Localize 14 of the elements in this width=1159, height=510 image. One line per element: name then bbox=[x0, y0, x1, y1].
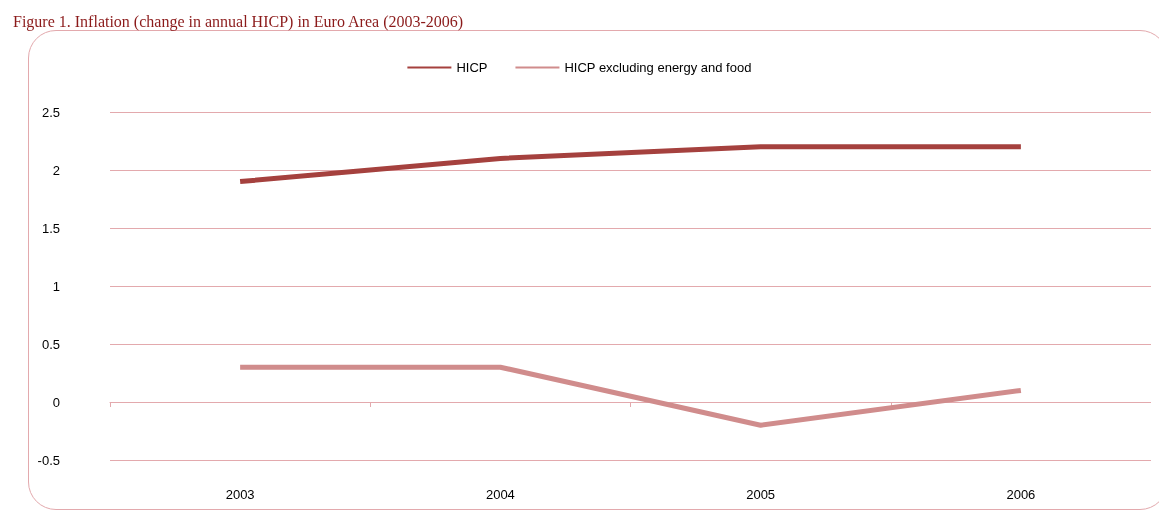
y-tick-label: 2 bbox=[52, 162, 60, 178]
y-tick-label: -0.5 bbox=[37, 452, 60, 468]
x-tick-label: 2003 bbox=[225, 487, 255, 502]
y-tick-label: 2.5 bbox=[41, 104, 60, 120]
chart-title: Figure 1. Inflation (change in annual HICP) in Euro Area (2003-2006) bbox=[13, 12, 464, 31]
legend-label: HICP bbox=[456, 60, 488, 75]
x-tick-label: 2005 bbox=[746, 487, 776, 502]
x-tick-label: 2006 bbox=[1006, 487, 1036, 502]
y-tick-label: 1 bbox=[52, 278, 60, 294]
y-tick-label: 1.5 bbox=[41, 220, 60, 236]
y-tick-label: 0 bbox=[52, 394, 60, 410]
x-tick-label: 2004 bbox=[485, 487, 515, 502]
legend-label: HICP excluding energy and food bbox=[564, 60, 752, 75]
y-tick-label: 0.5 bbox=[41, 336, 60, 352]
